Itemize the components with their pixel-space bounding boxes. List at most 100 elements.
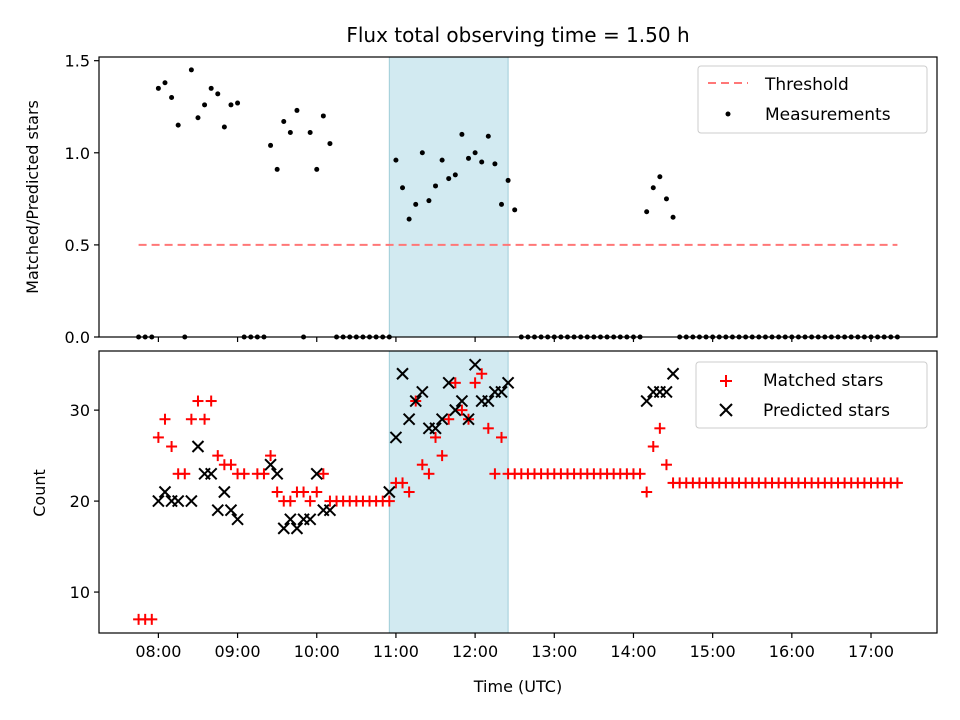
measurement-point <box>466 155 472 161</box>
matched-star-marker <box>258 468 270 480</box>
count-legend-box <box>695 361 928 429</box>
marker-stroke <box>204 467 218 481</box>
predicted-star-marker <box>482 394 495 408</box>
marker-stroke <box>290 522 304 535</box>
legend-matched-swatch <box>720 375 732 387</box>
matched-star-marker <box>152 431 164 443</box>
predicted-star-marker <box>455 394 469 408</box>
predicted-star-marker <box>449 403 462 417</box>
matched-star-marker <box>397 477 409 489</box>
measurement-point <box>169 95 175 101</box>
count-y-ticks: 10 20 30 <box>70 401 99 602</box>
matched-star-marker <box>436 450 448 462</box>
measurement-point <box>274 166 280 172</box>
x-tick-label: 09:00 <box>215 642 261 661</box>
marker-stroke <box>660 385 673 399</box>
matched-star-marker <box>891 477 903 489</box>
predicted-star-marker <box>660 385 673 399</box>
matched-star-marker <box>456 404 468 416</box>
matched-star-marker <box>449 377 461 389</box>
x-axis-label: Time (UTC) <box>473 677 562 696</box>
measurement-point <box>281 118 287 124</box>
matched-star-marker <box>469 377 481 389</box>
measurement-point <box>499 201 505 207</box>
measurement-point <box>426 198 432 204</box>
predicted-star-marker <box>402 413 416 426</box>
matched-star-marker <box>205 395 217 407</box>
marker-stroke <box>152 494 165 508</box>
predicted-star-marker <box>185 494 198 508</box>
ratio-panel: 0.0 0.5 1.0 1.5 Matched/Predicted stars Thr… <box>23 52 938 347</box>
measurement-point <box>452 172 458 178</box>
measurement-point <box>215 91 221 97</box>
measurement-point <box>327 141 333 147</box>
predicted-star-marker <box>303 513 317 526</box>
predicted-star-marker <box>284 513 297 526</box>
marker-stroke <box>185 494 198 508</box>
predicted-star-marker <box>310 467 323 481</box>
predicted-star-marker <box>231 513 244 526</box>
matched-star-marker <box>159 413 171 425</box>
predicted-star-marker <box>416 385 429 399</box>
predicted-star-marker <box>152 494 165 508</box>
measurement-point <box>208 85 214 91</box>
measurement-point <box>479 159 485 165</box>
measurement-point <box>221 124 227 130</box>
matched-star-marker <box>654 422 666 434</box>
matched-star-marker <box>311 486 323 498</box>
ratio-x-ticks <box>157 337 872 342</box>
x-tick-label: 13:00 <box>531 642 577 661</box>
measurement-point <box>485 133 491 139</box>
measurement-point <box>670 214 676 220</box>
count-legend: Matched stars Predicted stars <box>695 361 928 429</box>
predicted-star-marker <box>501 376 515 390</box>
matched-star-marker <box>634 468 646 480</box>
x-tick-label: 15:00 <box>690 642 736 661</box>
predicted-star-marker <box>204 467 218 481</box>
legend-predicted-label: Predicted stars <box>763 401 890 421</box>
predicted-star-marker <box>270 467 284 481</box>
predicted-star-marker <box>409 394 422 408</box>
marker-stroke <box>409 394 422 408</box>
marker-stroke <box>323 503 337 517</box>
predicted-star-marker <box>224 503 238 517</box>
predicted-star-marker <box>264 458 277 471</box>
x-tick-label: 11:00 <box>373 642 419 661</box>
matched-star-marker <box>298 486 310 498</box>
measurement-point <box>459 131 465 137</box>
matched-star-marker <box>284 495 296 507</box>
matched-star-marker <box>660 459 672 471</box>
predicted-star-marker <box>468 358 482 371</box>
marker-stroke <box>442 376 455 390</box>
marker-stroke <box>482 394 495 408</box>
measurement-point <box>294 107 300 113</box>
measurement-point <box>644 209 650 215</box>
predicted-star-marker <box>383 485 396 499</box>
x-tick-label: 10:00 <box>294 642 340 661</box>
measurement-point <box>162 80 168 86</box>
x-tick-label: 17:00 <box>848 642 894 661</box>
matched-star-marker <box>304 495 316 507</box>
measurement-point <box>202 102 208 108</box>
x-tick-label: 16:00 <box>769 642 815 661</box>
y-tick-label: 0.5 <box>65 236 90 255</box>
predicted-star-marker <box>396 367 409 380</box>
y-tick-label: 0.0 <box>65 328 90 347</box>
matched-star-marker <box>225 459 237 471</box>
marker-stroke <box>416 385 429 399</box>
predicted-star-marker <box>218 485 231 499</box>
marker-stroke <box>270 467 284 481</box>
matched-star-marker <box>496 431 508 443</box>
measurement-point <box>413 201 419 207</box>
marker-stroke <box>303 513 317 526</box>
x-tick-label: 14:00 <box>610 642 656 661</box>
count-panel: 10 20 30 08:00 09:00 10:00 11:00 12:00 13:00 14:… <box>30 350 938 696</box>
matched-star-marker <box>416 459 428 471</box>
count-series <box>133 358 903 625</box>
marker-stroke <box>501 376 515 390</box>
predicted-star-marker <box>435 413 449 426</box>
marker-stroke <box>455 394 469 408</box>
matched-star-marker <box>443 413 455 425</box>
marker-stroke <box>284 513 297 526</box>
